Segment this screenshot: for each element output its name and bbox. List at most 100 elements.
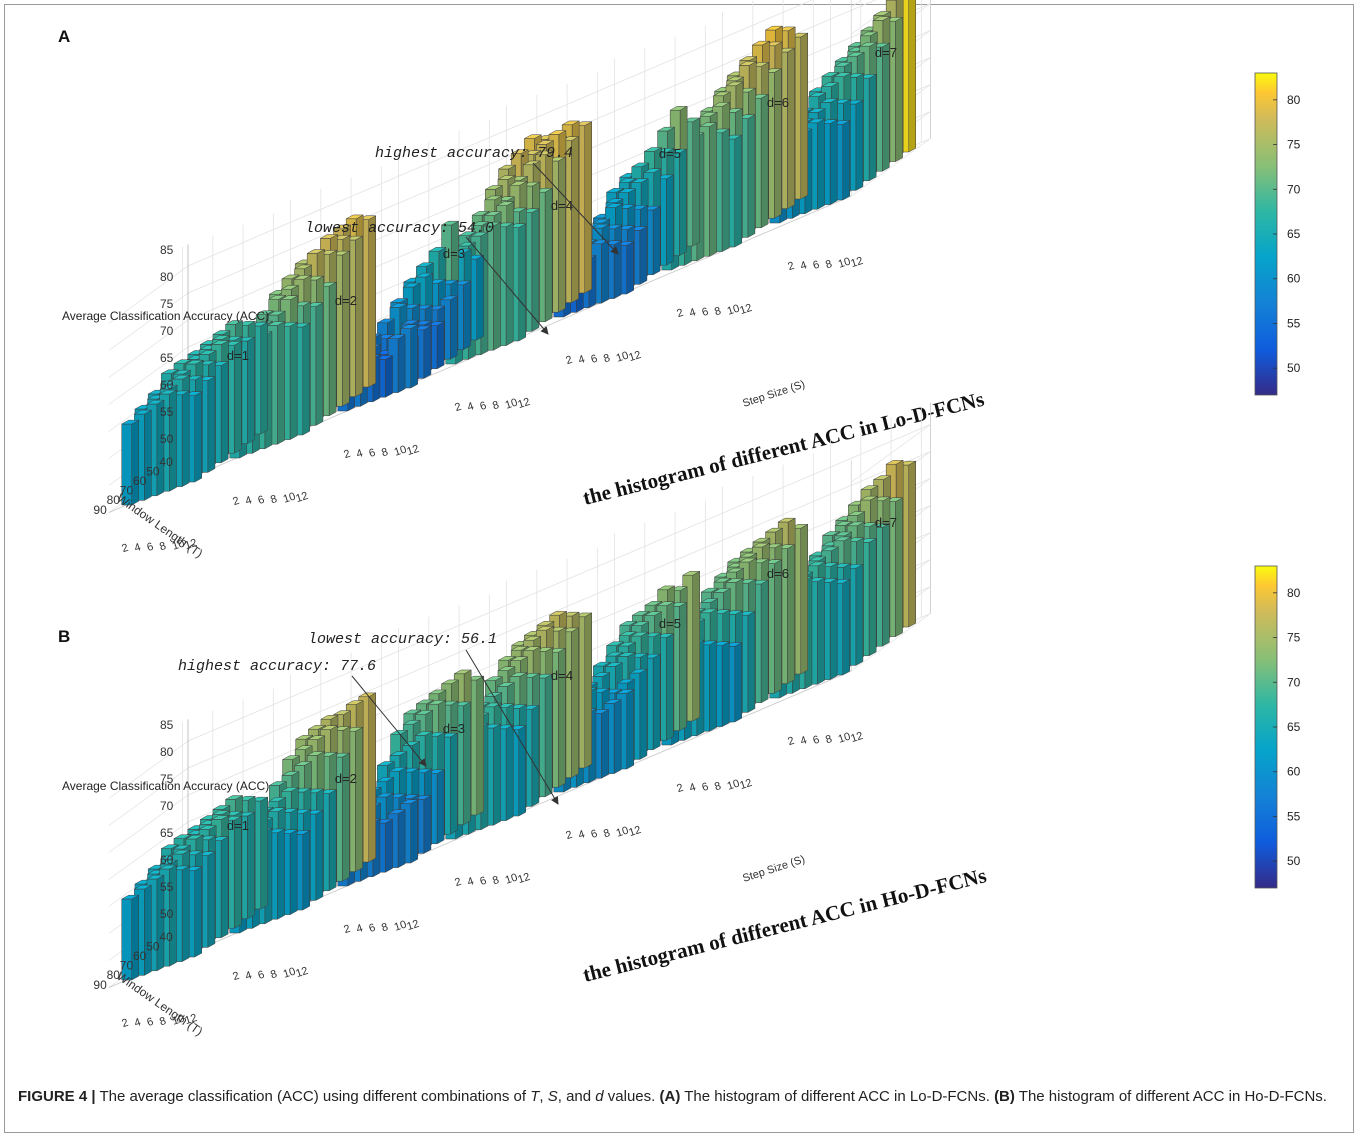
bar-top — [159, 389, 177, 395]
step-tick-label: 12 — [294, 965, 309, 980]
step-tick-label: 12 — [738, 302, 753, 317]
bar-top — [536, 626, 554, 631]
step-tick-label: 10 — [837, 256, 852, 271]
step-tick-label: 4 — [133, 541, 143, 554]
bar-side — [747, 114, 756, 238]
bar-side — [829, 119, 838, 206]
bar-side — [571, 627, 579, 779]
bar-top — [146, 399, 165, 405]
bar-top — [847, 511, 865, 516]
bar-top — [820, 98, 838, 103]
group-label: d=5 — [659, 616, 681, 631]
caption-separator: , and — [557, 1088, 596, 1105]
bar-top — [739, 56, 757, 61]
bar-top — [631, 631, 649, 637]
bar-top — [484, 211, 502, 216]
bar-side — [315, 302, 324, 426]
bar-top — [643, 168, 661, 173]
step-tick-label: 6 — [146, 1016, 156, 1029]
bar-top — [631, 178, 649, 183]
colorbar-tick-label: 65 — [1287, 720, 1301, 734]
bar-top — [821, 546, 839, 552]
group-label: d=4 — [551, 198, 573, 213]
step-tick-label: 4 — [133, 1016, 143, 1029]
bar-top — [847, 521, 865, 527]
bar-side — [734, 134, 743, 248]
step-tick-label: 12 — [627, 349, 642, 364]
bar-top — [333, 224, 351, 230]
step-tick-label: 8 — [602, 827, 612, 840]
step-tick-label: 8 — [713, 780, 723, 793]
bar-side — [709, 640, 717, 732]
step-tick-label: 6 — [701, 306, 711, 319]
step-tick-label: 10 — [615, 825, 630, 840]
bar-top — [212, 805, 231, 810]
bar-top — [390, 730, 408, 735]
bar-top — [644, 601, 663, 606]
bar-side — [289, 829, 298, 916]
bar-side — [277, 321, 285, 445]
colorbar-tick-label: 65 — [1287, 227, 1301, 241]
window-tick-label: 60 — [133, 949, 147, 963]
colorbar-tick-label: 75 — [1287, 138, 1301, 152]
figure-frame — [4, 4, 1354, 1133]
bar-top — [535, 150, 553, 156]
bar-side — [760, 93, 769, 229]
bar-side — [385, 818, 393, 873]
bar-top — [835, 521, 853, 526]
window-tick-label: 60 — [133, 474, 147, 488]
window-tick-label: 90 — [93, 978, 107, 992]
z-tick-label: 80 — [160, 745, 174, 759]
bar-top — [415, 272, 433, 278]
colorbar-tick-label: 75 — [1287, 631, 1301, 645]
step-tick-label: 8 — [158, 540, 168, 553]
step-tick-label: 4 — [355, 922, 365, 935]
bar-side — [639, 668, 648, 760]
bar-side — [207, 851, 216, 948]
bar-side — [817, 118, 825, 210]
bar-top — [618, 188, 636, 193]
bar-top — [161, 844, 179, 849]
bar-layer — [121, 459, 917, 981]
bar-top — [592, 218, 610, 224]
bar-top — [472, 211, 490, 216]
highest-annotation: highest accuracy: 77.6 — [178, 658, 376, 675]
bar-side — [882, 42, 890, 172]
colorbar-tick-label: 50 — [1287, 854, 1301, 868]
bar-top — [185, 359, 204, 365]
bar-top — [498, 656, 516, 661]
gridline-side — [851, 138, 931, 197]
step-tick-label: 12 — [738, 777, 753, 792]
step-tick-label: 6 — [812, 734, 822, 747]
step-tick-label: 10 — [504, 872, 519, 887]
bar-side — [436, 769, 445, 845]
step-tick-label: 6 — [590, 353, 600, 366]
bar-top — [725, 81, 744, 87]
bar-side — [368, 692, 377, 863]
bar-top — [484, 692, 502, 697]
step-tick-label: 8 — [491, 874, 501, 887]
bar-top — [632, 611, 650, 616]
bar-top — [616, 689, 634, 694]
bar-top — [604, 699, 622, 704]
bar-top — [657, 585, 675, 591]
bar-side — [368, 215, 377, 388]
bar-top — [497, 666, 516, 671]
bar-top — [413, 325, 432, 331]
bar-side — [476, 675, 485, 816]
bar-top — [618, 641, 636, 647]
bar-side — [410, 799, 419, 864]
lowest-annotation: lowest accuracy: 54.0 — [305, 220, 494, 237]
bar-top — [656, 601, 675, 606]
step-tick-label: 2 — [786, 735, 796, 748]
bar-top — [388, 809, 406, 814]
bar-top — [808, 561, 826, 567]
group-label: d=3 — [443, 721, 465, 736]
bar-side — [423, 795, 432, 854]
bar-top — [377, 761, 395, 766]
bar-top — [821, 72, 840, 77]
bar-top — [403, 720, 421, 725]
bar-top — [739, 552, 757, 558]
window-tick-label: 70 — [120, 484, 134, 498]
